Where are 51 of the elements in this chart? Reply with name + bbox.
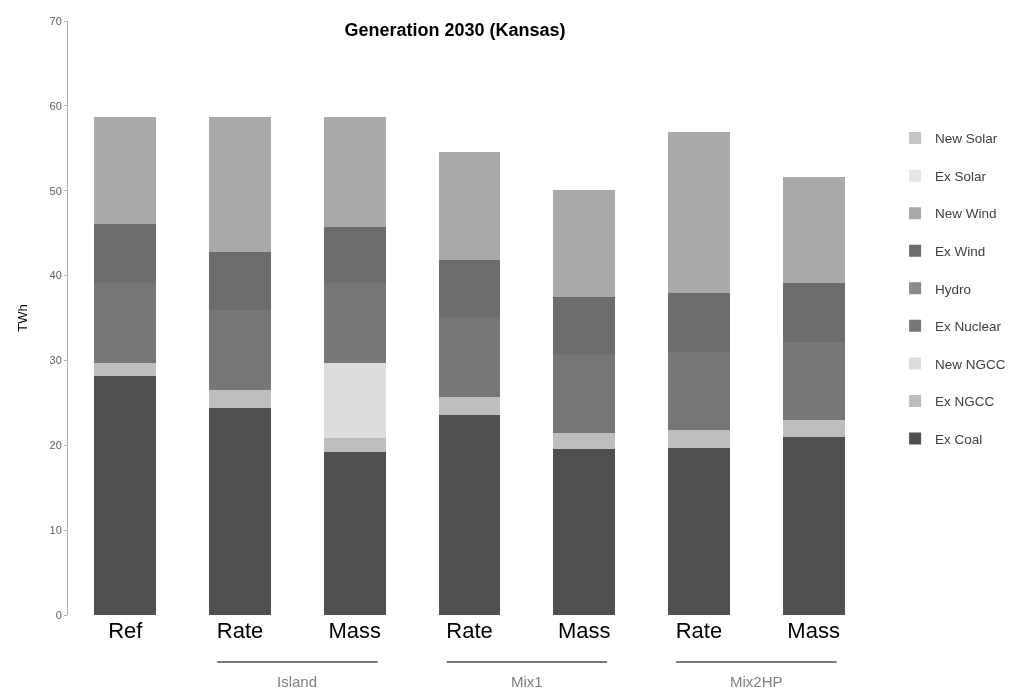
y-tick-label: 0 (55, 608, 62, 621)
chart-title: Generation 2030 (Kansas) (344, 20, 566, 41)
bar (209, 390, 272, 408)
bar (94, 362, 157, 376)
legend-label: New Solar (935, 131, 998, 147)
y-tick-label: 30 (49, 354, 62, 367)
bar (94, 116, 157, 224)
x-tick-label: Rate (446, 618, 493, 643)
bar (782, 419, 845, 437)
bar (323, 452, 386, 615)
legend-label: New NGCC (935, 356, 1006, 372)
bar (209, 407, 272, 615)
text: Mix2HP (730, 673, 783, 690)
x-tick-label: Rate (216, 618, 264, 643)
bar (323, 437, 386, 453)
y-tick-label: 60 (49, 99, 62, 112)
bar (782, 177, 845, 284)
y-tick-label: 40 (49, 269, 62, 282)
bar (438, 414, 501, 615)
bar (553, 189, 616, 297)
bar (438, 396, 501, 415)
x-tick-label: Mass (328, 618, 382, 643)
y-tick-label: 50 (49, 184, 62, 197)
bar (323, 362, 386, 438)
text: Island (277, 673, 318, 690)
x-tick-label: Mass (557, 618, 611, 643)
bar (94, 375, 157, 615)
bar (323, 116, 386, 228)
legend-label: Hydro (935, 281, 972, 297)
y-tick-label: 70 (49, 14, 62, 27)
bar (667, 447, 730, 615)
legend-label: Ex NGCC (935, 394, 995, 410)
x-tick-label: Ref (108, 618, 144, 643)
bar (209, 116, 272, 252)
legend-label: Ex Solar (935, 168, 987, 184)
x-tick-label: Rate (675, 618, 723, 643)
legend-label: Ex Wind (935, 243, 986, 259)
bar (782, 436, 845, 615)
legend-label: Ex Nuclear (935, 319, 1002, 335)
y-axis-title: TWh (15, 304, 31, 332)
y-tick-label: 20 (49, 439, 62, 452)
bar (667, 430, 730, 448)
bar (553, 448, 616, 615)
bar (667, 132, 730, 294)
y-tick-label: 10 (49, 523, 62, 536)
legend-label: Ex Coal (935, 431, 983, 447)
legend-label: New Wind (935, 206, 997, 222)
bar (438, 151, 501, 261)
text: Mix1 (511, 673, 543, 690)
bar (553, 433, 616, 449)
x-tick-label: Mass (787, 618, 840, 643)
